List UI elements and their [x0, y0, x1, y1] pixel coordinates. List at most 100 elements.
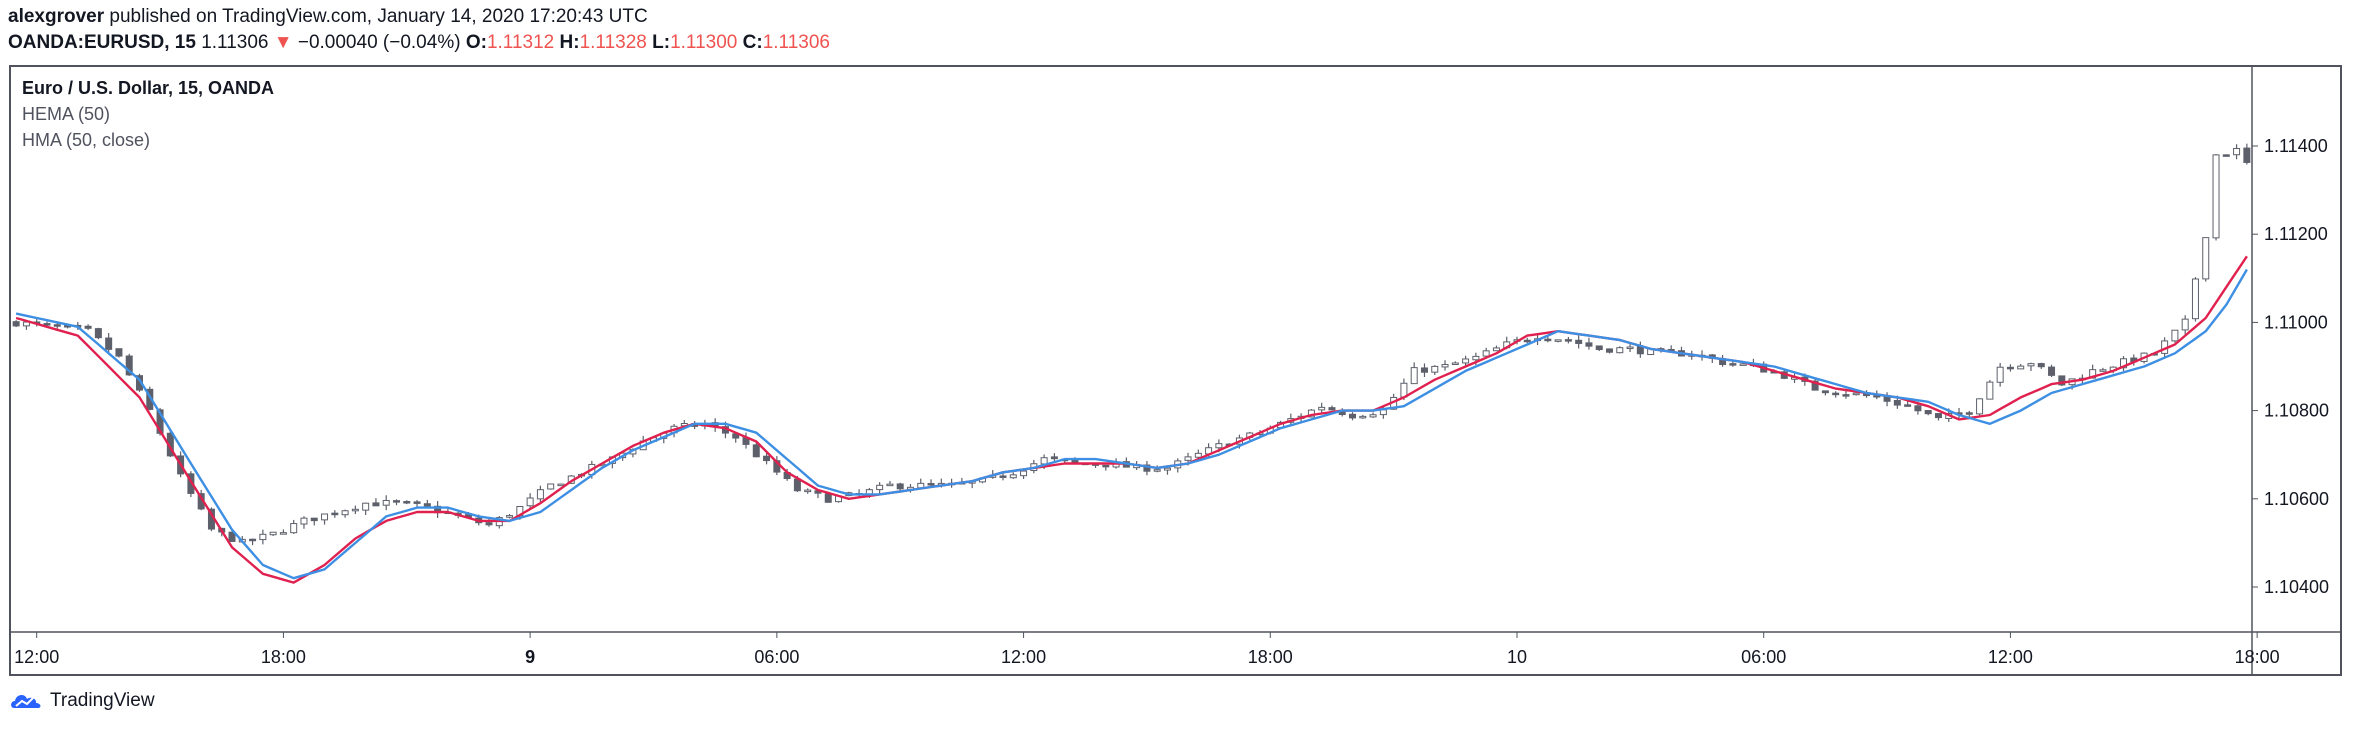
candle-body [115, 348, 123, 357]
candle-body [1369, 414, 1377, 418]
candle-body [53, 324, 61, 327]
candle-body [1564, 339, 1572, 342]
candle-body [1472, 355, 1480, 361]
candle-body [927, 483, 935, 486]
candle-body [259, 533, 267, 541]
legend-hema: HEMA (50) [22, 104, 111, 124]
candle-body [1523, 339, 1531, 343]
candle-body [999, 475, 1007, 478]
candle-body [886, 483, 894, 487]
candle-body [125, 355, 133, 376]
author-name[interactable]: alexgrover [8, 6, 105, 27]
x-tick-label: 06:00 [754, 647, 799, 667]
x-tick-label: 18:00 [261, 647, 306, 667]
candle-body [1040, 457, 1048, 465]
x-tick-label: 9 [525, 647, 535, 667]
candle-body [2006, 366, 2014, 370]
candle-body [372, 502, 380, 507]
candle-body [228, 531, 236, 542]
candle-body [300, 517, 308, 525]
footer-brand-label: TradingView [50, 690, 155, 712]
y-tick-label: 1.11200 [2264, 224, 2328, 244]
x-tick-label: 18:00 [1248, 647, 1293, 667]
candle-body [423, 503, 431, 507]
candle-body [1153, 469, 1161, 472]
candle-body [896, 483, 904, 490]
candle-body [1904, 404, 1912, 407]
candle-body [1482, 350, 1490, 357]
legend-hma: HMA (50, close) [22, 130, 151, 150]
candle-body [1914, 405, 1922, 412]
candle-body [2243, 147, 2251, 163]
candle-body [392, 500, 400, 503]
candle-body [1050, 456, 1058, 460]
ticker-line: OANDA:EURUSD, 15 1.11306 ▼ −0.00040 (−0.… [8, 32, 830, 54]
candle-body [752, 444, 760, 458]
candle-body [269, 531, 277, 536]
candle-body [2017, 365, 2025, 370]
candle-body [1318, 406, 1326, 411]
y-tick-label: 1.10800 [2264, 401, 2329, 421]
y-tick-label: 1.11000 [2264, 312, 2328, 332]
candle-body [506, 515, 514, 518]
symbol-label: OANDA:EURUSD, 15 [8, 32, 196, 53]
candle-body [321, 513, 329, 521]
candle-body [341, 510, 349, 516]
candle-body [1924, 410, 1932, 415]
candle-body [876, 484, 884, 491]
high-value: 1.11328 [579, 32, 647, 53]
candle-body [1585, 342, 1593, 347]
candle-body [2233, 148, 2241, 156]
candle-body [351, 508, 359, 512]
candle-body [1194, 452, 1202, 458]
open-label: O: [465, 32, 487, 53]
candle-body [249, 538, 257, 542]
footer-brand[interactable]: TradingView [10, 690, 155, 712]
close-value: 1.11306 [762, 32, 830, 53]
candle-body [1606, 348, 1614, 353]
candle-body [2027, 363, 2035, 367]
candle-body [526, 497, 534, 507]
candle-body [2212, 154, 2220, 239]
candle-body [1842, 394, 1850, 397]
candle-body [2058, 375, 2066, 386]
candle-body [362, 502, 370, 511]
candle-body [1410, 367, 1418, 385]
candle-body [1215, 443, 1223, 449]
candle-body [413, 501, 421, 504]
low-label: L: [652, 32, 671, 53]
candle-body [94, 328, 102, 339]
candle-body [1996, 366, 2004, 383]
candle-body [1431, 365, 1439, 373]
candle-body [403, 501, 411, 504]
candle-body [2181, 318, 2189, 331]
candle-body [1328, 407, 1336, 411]
y-tick-label: 1.11400 [2264, 136, 2328, 156]
x-tick-label: 12:00 [14, 647, 59, 667]
candle-body [2099, 369, 2107, 372]
candle-body [1009, 474, 1017, 479]
candle-body [557, 483, 565, 487]
open-value: 1.11312 [486, 32, 555, 53]
candle-body [1462, 358, 1470, 364]
candle-body [1451, 362, 1459, 365]
candle-body [1893, 399, 1901, 406]
candle-body [2202, 237, 2210, 280]
candle-body [1163, 467, 1171, 471]
candle-body [187, 473, 195, 494]
candle-body [2037, 363, 2045, 368]
candle-body [1616, 347, 1624, 354]
legend-title: Euro / U.S. Dollar, 15, OANDA [22, 78, 275, 98]
candle-body [105, 337, 113, 350]
candle-body [1986, 381, 1994, 400]
candle-body [2222, 154, 2230, 157]
candle-body [1811, 380, 1819, 391]
candle-body [84, 325, 92, 329]
chart-frame[interactable] [9, 65, 2342, 676]
candle-body [1184, 456, 1192, 461]
x-tick-label: 06:00 [1741, 647, 1786, 667]
candle-body [156, 409, 164, 434]
candle-body [43, 323, 51, 326]
last-price: 1.11306 [201, 32, 269, 53]
